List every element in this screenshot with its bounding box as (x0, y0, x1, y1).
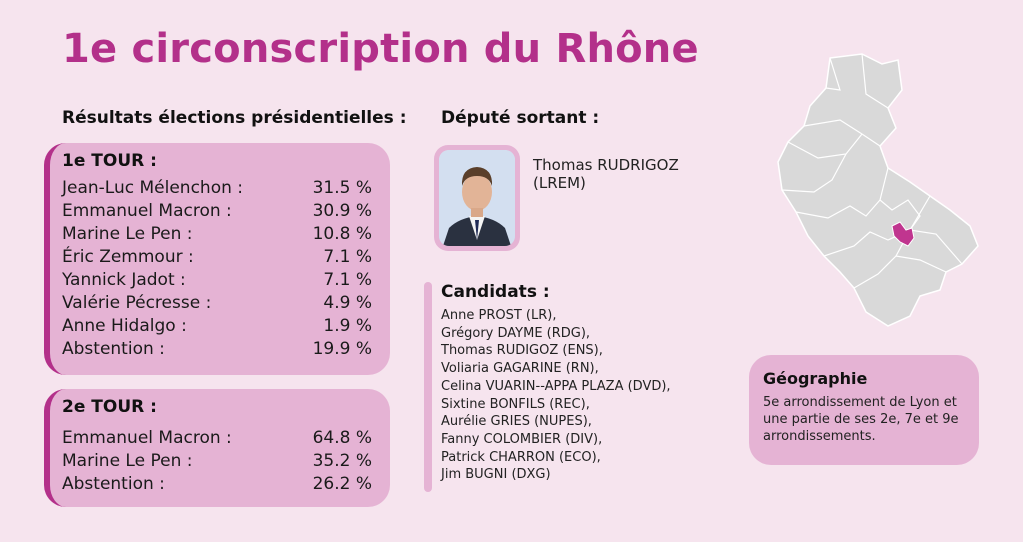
results-heading: Résultats élections présidentielles : (62, 108, 407, 128)
candidate-name: Abstention : (62, 339, 165, 359)
geography-box: Géographie 5e arrondissement de Lyon et … (749, 355, 979, 465)
result-value: 7.1 % (323, 247, 372, 267)
deputy-info: Thomas RUDRIGOZ (LREM) (533, 156, 679, 192)
result-value: 31.5 % (312, 178, 372, 198)
result-row: Emmanuel Macron : 64.8 % (62, 427, 376, 450)
candidate-item: Thomas RUDIGOZ (ENS), (441, 343, 603, 359)
candidate-item: Aurélie GRIES (NUPES), (441, 414, 592, 430)
result-value: 35.2 % (312, 451, 372, 471)
candidates-list: Anne PROST (LR), Grégory DAYME (RDG), Thom… (441, 307, 671, 484)
candidate-name: Valérie Pécresse : (62, 293, 212, 313)
result-row: Jean-Luc Mélenchon : 31.5 % (62, 177, 376, 200)
candidate-item: Jim BUGNI (DXG) (441, 467, 551, 483)
constituency-highlight (891, 221, 915, 247)
candidate-item: Celina VUARIN--APPA PLAZA (DVD), (441, 378, 671, 394)
result-value: 26.2 % (312, 474, 372, 494)
candidate-item: Fanny COLOMBIER (DIV), (441, 431, 603, 447)
candidate-item: Grégory DAYME (RDG), (441, 325, 591, 341)
result-row: Marine Le Pen : 35.2 % (62, 450, 376, 473)
result-value: 30.9 % (312, 201, 372, 221)
candidate-item: Voliaria GAGARINE (RN), (441, 361, 599, 377)
portrait-image (439, 150, 515, 246)
tour1-rows: Jean-Luc Mélenchon :31.5 % Emmanuel Macro… (62, 177, 376, 361)
candidate-name: Abstention : (62, 474, 165, 494)
tour1-box: 1e TOUR : Jean-Luc Mélenchon :31.5 % Emma… (44, 143, 390, 375)
tour2-box: 2e TOUR : Emmanuel Macron :64.8 % Marine … (44, 389, 390, 507)
candidate-name: Marine Le Pen : (62, 451, 193, 471)
result-row: Yannick Jadot : 7.1 % (62, 269, 376, 292)
page-title: 1e circonscription du Rhône (62, 26, 699, 72)
result-value: 64.8 % (312, 428, 372, 448)
candidate-name: Yannick Jadot : (62, 270, 186, 290)
candidate-name: Marine Le Pen : (62, 224, 193, 244)
candidate-item: Sixtine BONFILS (REC), (441, 396, 590, 412)
candidate-name: Anne Hidalgo : (62, 316, 187, 336)
result-row: Anne Hidalgo : 1.9 % (62, 315, 376, 338)
result-row: Éric Zemmour : 7.1 % (62, 246, 376, 269)
candidate-name: Emmanuel Macron : (62, 201, 232, 221)
result-value: 19.9 % (312, 339, 372, 359)
tour2-rows: Emmanuel Macron : 64.8 % Marine Le Pen : 35… (62, 427, 376, 496)
result-row: Abstention : 26.2 % (62, 473, 376, 496)
candidate-item: Patrick CHARRON (ECO), (441, 449, 601, 465)
tour1-label: 1e TOUR : (62, 151, 157, 171)
result-value: 7.1 % (323, 270, 372, 290)
deputy-heading: Député sortant : (441, 108, 600, 128)
deputy-photo (434, 145, 520, 251)
result-row: Emmanuel Macron : 30.9 % (62, 200, 376, 223)
result-value: 10.8 % (312, 224, 372, 244)
geography-heading: Géographie (763, 369, 868, 388)
geography-text: 5e arrondissement de Lyon et une partie … (763, 395, 959, 444)
candidates-bar (424, 282, 432, 492)
candidate-item: Anne PROST (LR), (441, 308, 557, 323)
result-row: Marine Le Pen : 10.8 % (62, 223, 376, 246)
candidates-heading: Candidats : (441, 282, 550, 302)
candidate-name: Jean-Luc Mélenchon : (62, 178, 244, 198)
result-row: Abstention : 19.9 % (62, 338, 376, 361)
deputy-name: Thomas RUDRIGOZ (533, 156, 679, 174)
candidate-name: Éric Zemmour : (62, 247, 194, 267)
result-row: Valérie Pécresse : 4.9 % (62, 292, 376, 315)
result-value: 4.9 % (323, 293, 372, 313)
department-shape (777, 53, 979, 327)
result-value: 1.9 % (323, 316, 372, 336)
deputy-party: (LREM) (533, 174, 586, 192)
tour2-label: 2e TOUR : (62, 397, 157, 417)
candidate-name: Emmanuel Macron : (62, 428, 232, 448)
rhone-map (777, 53, 979, 327)
